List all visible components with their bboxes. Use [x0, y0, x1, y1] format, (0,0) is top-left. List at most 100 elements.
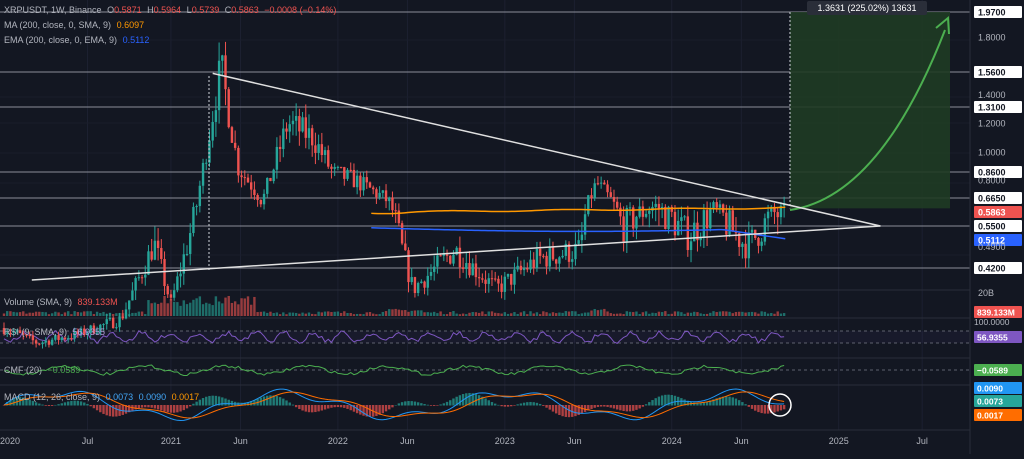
volume-bar	[28, 312, 31, 316]
candle-body	[192, 206, 195, 234]
macd-legend[interactable]: MACD (12, 26, close, 9) 0.0073 0.0090 0.…	[4, 392, 202, 403]
volume-bar	[510, 313, 513, 316]
volume-bar	[54, 311, 57, 316]
volume-bar	[477, 312, 481, 316]
volume-bar	[44, 312, 47, 316]
candle-body	[44, 340, 47, 343]
macd-axis-badge-signal: 0.0090	[977, 384, 1003, 394]
candle-body	[429, 271, 433, 276]
time-axis-label: Jul	[82, 436, 94, 446]
volume-bar	[615, 313, 619, 316]
candle-body	[606, 184, 609, 193]
macd-histogram-bar	[442, 403, 446, 406]
macd-histogram-bar	[484, 398, 487, 406]
volume-bar	[12, 311, 15, 316]
candle-body	[481, 278, 484, 280]
candle-body	[327, 150, 330, 167]
macd-histogram-bar	[34, 402, 38, 406]
macd-histogram-bar	[140, 405, 144, 408]
candle-body	[275, 146, 279, 170]
volume-bar	[397, 309, 401, 316]
candle-body	[673, 211, 677, 236]
volume-bar	[484, 314, 487, 316]
candle-body	[185, 253, 189, 255]
volume-bar	[233, 301, 237, 316]
macd-histogram-bar	[551, 405, 555, 412]
candle-body	[339, 166, 343, 168]
candle-body	[237, 147, 240, 176]
macd-histogram-bar	[352, 405, 356, 412]
volume-legend[interactable]: Volume (SMA, 9) 839.133M	[4, 297, 121, 308]
volume-bar	[92, 314, 96, 316]
macd-histogram-bar	[230, 400, 234, 406]
time-axis-label: 2021	[161, 436, 181, 446]
macd-histogram-bar	[365, 405, 368, 417]
ma-legend[interactable]: MA (200, close, 0, SMA, 9) 0.6097	[4, 20, 147, 31]
volume-bar	[548, 313, 551, 316]
volume-value: 839.133M	[77, 297, 118, 307]
candle-body	[490, 278, 494, 280]
candle-body	[54, 335, 57, 340]
macd-histogram-bar	[397, 403, 401, 406]
candle-body	[410, 277, 413, 283]
macd-histogram-bar	[766, 405, 770, 414]
cmf-axis-badge: −0.0589	[977, 366, 1008, 376]
macd-histogram-bar	[44, 405, 47, 406]
macd-histogram-bar	[375, 405, 378, 416]
volume-bar	[327, 311, 330, 316]
rsi-legend[interactable]: RSI (9, SMA, 9) 56.9355	[4, 327, 108, 338]
macd-histogram-bar	[754, 405, 757, 411]
candle-body	[144, 274, 147, 278]
candle-body	[737, 233, 741, 247]
candle-body	[2, 328, 6, 334]
volume-bar	[782, 313, 786, 316]
volume-bar	[628, 311, 632, 316]
macd-histogram-bar	[253, 400, 256, 406]
candle-body	[349, 169, 352, 171]
candle-body	[307, 128, 311, 138]
ema-legend[interactable]: EMA (200, close, 0, EMA, 9) 0.5112	[4, 35, 152, 46]
volume-bar	[60, 314, 63, 316]
candle-body	[747, 232, 751, 259]
candle-body	[160, 247, 163, 259]
candle-body	[420, 281, 423, 284]
candle-body	[500, 283, 503, 292]
volume-bar	[304, 313, 307, 316]
candle-body	[660, 206, 664, 209]
macd-histogram-bar	[439, 404, 442, 406]
volume-bar	[468, 312, 471, 316]
macd-histogram-bar	[709, 400, 712, 406]
volume-bar	[709, 312, 712, 316]
candle-body	[465, 263, 468, 269]
candle-body	[288, 124, 291, 132]
ohlc-c-label: C	[224, 5, 232, 15]
volume-bar	[638, 314, 641, 316]
volume-bar	[465, 314, 468, 316]
candle-body	[269, 177, 272, 182]
candle-body	[179, 273, 182, 277]
volume-bar	[754, 312, 757, 316]
volume-bar	[70, 314, 73, 316]
macd-histogram-bar	[654, 398, 657, 406]
volume-bar	[336, 311, 340, 316]
macd-histogram-bar	[211, 395, 214, 406]
macd-histogram-bar	[343, 405, 346, 408]
volume-bar	[22, 311, 25, 316]
macd-histogram-bar	[388, 405, 391, 410]
volume-bar	[689, 312, 693, 316]
macd-histogram-bar	[349, 405, 352, 411]
volume-bar	[673, 311, 677, 316]
volume-bar	[429, 312, 433, 316]
macd-histogram-bar	[538, 403, 542, 406]
candle-body	[702, 210, 706, 238]
candle-body	[776, 212, 779, 218]
volume-bar	[221, 303, 224, 316]
candle-body	[317, 144, 320, 153]
volume-bar	[529, 311, 532, 316]
macd-histogram-bar	[426, 404, 429, 406]
price-axis-label-bg	[974, 166, 1022, 178]
cmf-legend[interactable]: CMF (20) −0.0589	[4, 365, 83, 376]
candle-body	[558, 257, 561, 264]
